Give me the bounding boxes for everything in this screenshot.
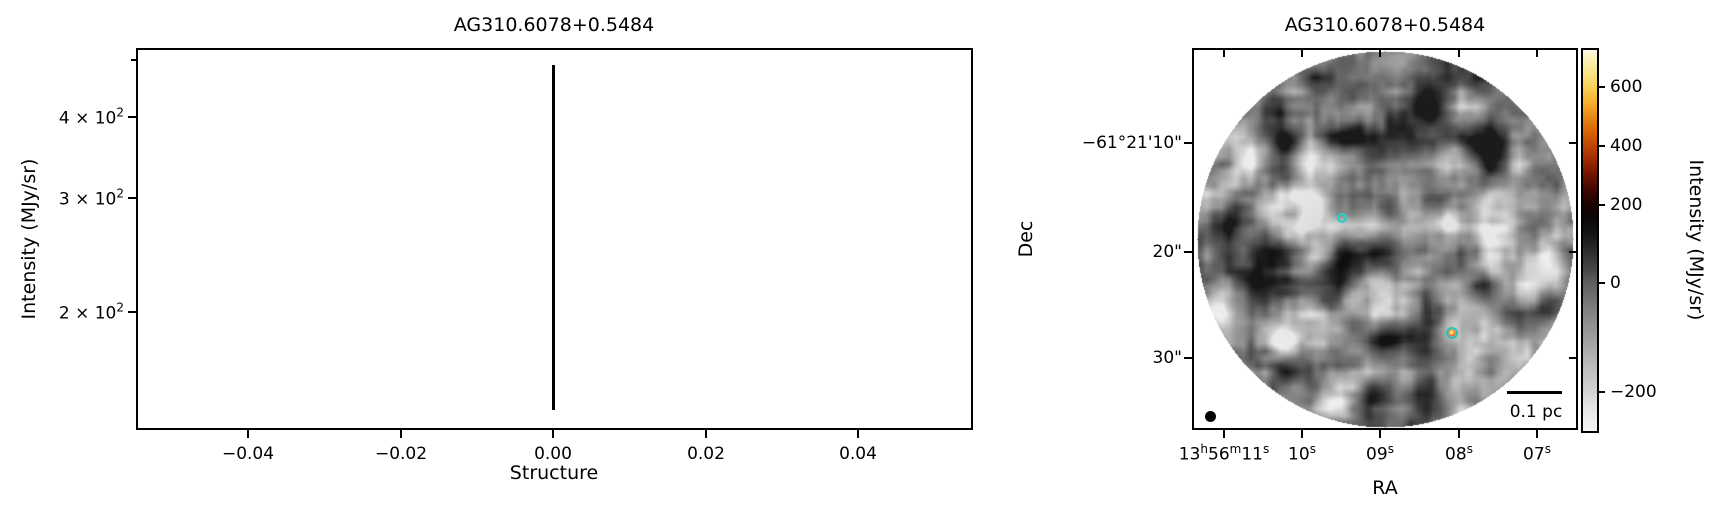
- dec-tick-label: 30": [1152, 348, 1182, 368]
- right-x-tick: [1536, 430, 1538, 438]
- left-x-axis-label: Structure: [509, 462, 599, 484]
- colorbar-tick-label: 0: [1610, 273, 1621, 293]
- right-x-axis-label: RA: [1372, 477, 1398, 499]
- colorbar-axis-label: Intensity (MJy/sr): [1685, 159, 1707, 321]
- left-x-tick: [400, 430, 402, 438]
- right-top-tick: [1223, 50, 1225, 57]
- colorbar-tick: [1599, 204, 1605, 206]
- left-y-tick: [128, 116, 136, 118]
- left-x-tick-label: 0.00: [534, 444, 572, 464]
- left-x-tick: [705, 430, 707, 438]
- ra-tick-label: 07s: [1523, 442, 1551, 465]
- left-x-tick: [247, 430, 249, 438]
- ra-tick-label: 13h56m11s: [1178, 442, 1270, 465]
- dec-tick-label: −61°21'10": [1081, 133, 1182, 153]
- left-axes-box: [136, 48, 973, 430]
- scalebar-label: 0.1 pc: [1509, 402, 1563, 422]
- colorbar-tick-label: 200: [1610, 195, 1643, 215]
- right-x-tick: [1301, 430, 1303, 438]
- right-y-tick: [1184, 357, 1192, 359]
- left-y-minor-tick: [131, 59, 136, 61]
- scalebar-line: [1507, 391, 1562, 394]
- ra-tick-label: 09s: [1366, 442, 1394, 465]
- source-marker-2: [1446, 327, 1458, 339]
- left-y-tick: [128, 197, 136, 199]
- colorbar-tick: [1599, 145, 1605, 147]
- right-axes-box: [1192, 48, 1578, 430]
- colorbar-tick-label: −200: [1610, 382, 1657, 402]
- ra-tick-label: 10s: [1288, 442, 1316, 465]
- right-y-tick: [1184, 142, 1192, 144]
- colorbar-tick: [1599, 391, 1605, 393]
- colorbar-tick: [1599, 86, 1605, 88]
- colorbar-tick-label: 600: [1610, 77, 1643, 97]
- right-x-tick: [1379, 430, 1381, 438]
- right-x-tick: [1223, 430, 1225, 438]
- source-2-hot-core: [1449, 330, 1455, 336]
- left-panel-title: AG310.6078+0.5484: [453, 14, 655, 36]
- left-x-tick-label: 0.04: [839, 444, 877, 464]
- left-x-tick-label: −0.04: [221, 444, 275, 464]
- left-y-tick: [128, 311, 136, 313]
- right-y-tick: [1184, 251, 1192, 253]
- right-y-tick-inner: [1569, 357, 1576, 359]
- spike-line: [552, 65, 555, 410]
- right-top-tick: [1379, 50, 1381, 57]
- source-marker-1: [1337, 213, 1347, 223]
- colorbar-tick: [1599, 282, 1605, 284]
- left-x-tick: [857, 430, 859, 438]
- left-x-tick-label: 0.02: [687, 444, 725, 464]
- right-y-axis-label: Dec: [1015, 220, 1037, 258]
- sky-map-image: [1192, 48, 1578, 430]
- right-top-tick: [1536, 50, 1538, 57]
- right-panel-title: AG310.6078+0.5484: [1284, 14, 1486, 36]
- beam-indicator: [1205, 411, 1216, 422]
- right-x-tick: [1458, 430, 1460, 438]
- right-top-tick: [1301, 50, 1303, 57]
- right-y-tick-inner: [1569, 251, 1576, 253]
- left-x-tick: [552, 430, 554, 438]
- right-top-tick: [1458, 50, 1460, 57]
- left-y-tick-label: 4 × 102: [58, 105, 124, 129]
- left-y-axis-label: Intensity (MJy/sr): [18, 158, 40, 320]
- colorbar: [1581, 48, 1599, 433]
- dec-tick-label: 20": [1152, 242, 1182, 262]
- left-y-tick-label: 2 × 102: [58, 300, 124, 324]
- ra-tick-label: 08s: [1445, 442, 1473, 465]
- colorbar-tick-label: 400: [1610, 136, 1643, 156]
- left-x-tick-label: −0.02: [374, 444, 428, 464]
- right-y-tick-inner: [1569, 142, 1576, 144]
- left-y-tick-label: 3 × 102: [58, 186, 124, 210]
